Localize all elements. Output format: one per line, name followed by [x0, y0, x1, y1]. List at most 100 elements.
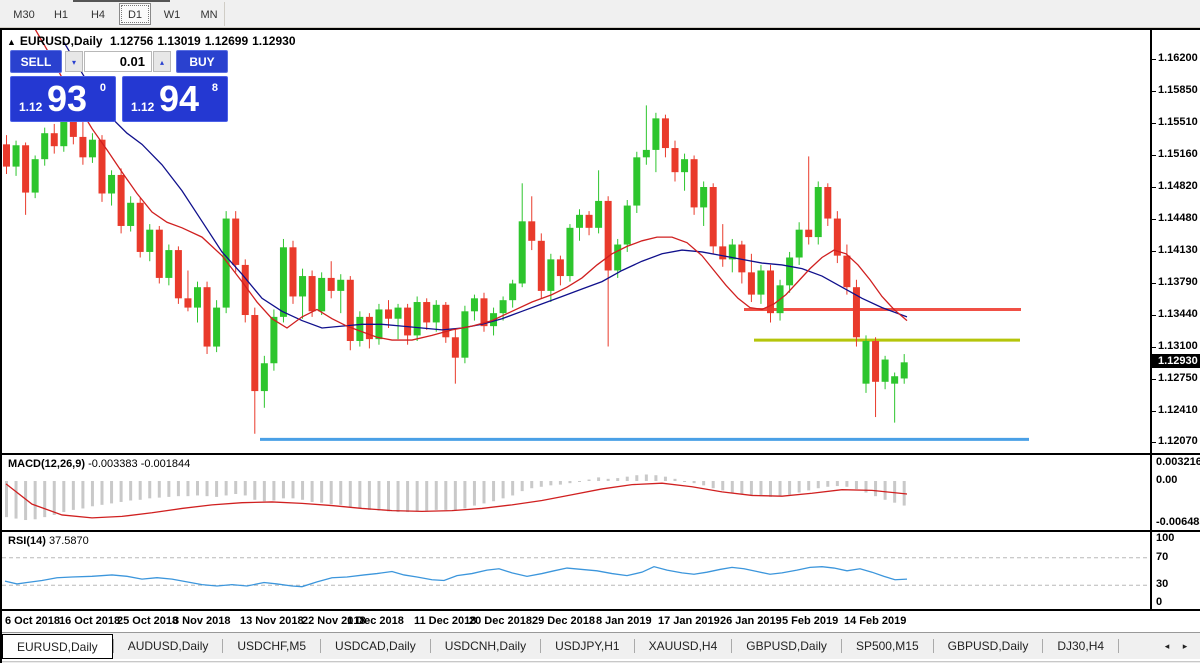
candle-body: [738, 244, 746, 273]
macd-panel[interactable]: MACD(12,26,9) -0.003383 -0.001844: [2, 455, 1150, 530]
period-button-mn[interactable]: MN: [200, 9, 218, 21]
macd-hist-bar: [396, 481, 400, 513]
macd-hist-bar: [520, 481, 524, 492]
rsi-value: 37.5870: [48, 535, 89, 547]
candle-body: [757, 270, 765, 295]
price-axis[interactable]: 1.16200 1.15850 1.15510 1.15160 1.14820 1.144…: [1152, 30, 1200, 453]
period-button-m30[interactable]: M30: [13, 9, 35, 21]
price-axis-label: 1.13790: [1152, 275, 1198, 288]
macd-hist-bar: [730, 481, 734, 493]
price-axis-label: 1.13100: [1152, 339, 1198, 352]
chart-close-value: 1.12930: [252, 34, 296, 48]
candle-body: [728, 244, 736, 260]
chart-tab-gbpusd-daily[interactable]: GBPUSD,Daily: [746, 639, 827, 653]
macd-hist-bar: [5, 481, 8, 518]
candle-body: [12, 145, 20, 167]
volume-decrease-button[interactable]: ▾: [65, 51, 83, 72]
macd-hist-bar: [81, 481, 85, 509]
tab-separator: [932, 639, 934, 653]
macd-values: -0.003383 -0.001844: [88, 458, 191, 470]
chart-tab-xauusd-h4[interactable]: XAUUSD,H4: [648, 639, 718, 653]
ma-fast-line: [34, 30, 908, 341]
macd-hist-bar: [320, 481, 324, 503]
period-button-h1[interactable]: H1: [53, 9, 69, 21]
macd-hist-bar: [157, 481, 161, 498]
macd-hist-bar: [358, 481, 362, 509]
candle-body: [88, 139, 96, 158]
chart-tab-sp500-m15[interactable]: SP500,M15: [855, 639, 919, 653]
macd-hist-bar: [291, 481, 295, 499]
macd-hist-bar: [472, 481, 476, 506]
tab-separator: [222, 639, 224, 653]
tab-separator: [840, 639, 842, 653]
candle-body: [232, 218, 240, 265]
date-axis-label: 6 Oct 2018: [5, 615, 61, 627]
candle-body: [289, 247, 297, 297]
chart-tab-usdcnh-daily[interactable]: USDCNH,Daily: [444, 639, 527, 653]
tabs-scroll-left-icon[interactable]: ◂: [1164, 641, 1170, 651]
candle-body: [337, 279, 345, 291]
candle-body: [117, 174, 125, 226]
macd-hist-bar: [673, 478, 677, 481]
candle-body: [174, 250, 182, 299]
chart-tab-dj30-h4[interactable]: DJ30,H4: [1057, 639, 1105, 653]
chart-tab-usdcad-daily[interactable]: USDCAD,Daily: [335, 639, 416, 653]
sell-button[interactable]: SELL: [10, 50, 62, 73]
macd-hist-bar: [148, 481, 152, 499]
chart-open-value: 1.12756: [109, 34, 154, 48]
chart-tab-gbpusd-daily[interactable]: GBPUSD,Daily: [947, 639, 1029, 653]
candle-body: [3, 144, 10, 167]
ask-price-button[interactable]: 1.12 94 8: [122, 76, 228, 122]
macd-hist-bar: [826, 481, 830, 487]
panel-separator[interactable]: [2, 530, 1200, 532]
chart-tab-usdchf-m5[interactable]: USDCHF,M5: [237, 639, 307, 653]
tab-separator: [429, 639, 431, 653]
chart-tab-usdjpy-h1[interactable]: USDJPY,H1: [555, 639, 620, 653]
date-axis-label: 25 Oct 2018: [117, 615, 179, 627]
panel-separator[interactable]: [2, 453, 1200, 455]
price-chart-panel[interactable]: ▲ EURUSD,Daily 1.12756 1.13019 1.12699 1.129…: [2, 30, 1150, 453]
tabs-scroll-right-icon[interactable]: ▸: [1182, 641, 1188, 651]
tab-separator: [1118, 639, 1120, 653]
candle-body: [671, 148, 679, 173]
price-axis-label: 1.14820: [1152, 180, 1198, 192]
date-axis-label: 22 Nov 2018: [302, 615, 366, 627]
candle-body: [700, 187, 708, 208]
period-button-h4[interactable]: H4: [90, 9, 106, 21]
macd-chart: [5, 474, 908, 521]
macd-hist-bar: [749, 481, 753, 496]
macd-hist-bar: [167, 481, 171, 497]
macd-hist-bar: [186, 481, 190, 497]
bid-price-button[interactable]: 1.12 93 0: [10, 76, 116, 122]
rsi-axis-label: 100: [1156, 532, 1175, 544]
candle-body: [60, 104, 68, 147]
buy-button[interactable]: BUY: [176, 50, 228, 73]
candle-body: [203, 287, 211, 347]
candle-body: [251, 315, 259, 392]
macd-hist-bar: [835, 481, 839, 487]
volume-increase-button[interactable]: ▴: [153, 51, 171, 72]
volume-input[interactable]: [84, 51, 152, 72]
candle-body: [270, 316, 278, 364]
date-axis-label: 16 Oct 2018: [59, 615, 121, 627]
macd-hist-bar: [234, 481, 238, 495]
candle-body: [843, 255, 851, 288]
tab-separator: [112, 639, 114, 653]
candle-body: [556, 259, 564, 277]
candle-body: [576, 214, 583, 228]
candle-body: [79, 136, 87, 158]
date-axis[interactable]: 6 Oct 2018 16 Oct 2018 25 Oct 2018 3 Nov 20…: [2, 611, 1200, 632]
chart-tab-eurusd-daily[interactable]: EURUSD,Daily: [2, 634, 113, 659]
date-axis-label: 14 Feb 2019: [844, 615, 907, 627]
trade-controls-row: SELL ▾ ▴ BUY: [10, 50, 228, 74]
rsi-panel[interactable]: RSI(14) 37.5870: [2, 532, 1150, 609]
date-axis-label: 20 Dec 2018: [469, 615, 532, 627]
macd-indicator-name: MACD(12,26,9): [8, 458, 86, 470]
chart-tab-audusd-daily[interactable]: AUDUSD,Daily: [127, 639, 209, 653]
price-axis-label: 1.16200: [1152, 52, 1198, 64]
period-button-w1[interactable]: W1: [163, 9, 181, 21]
macd-hist-bar: [434, 481, 438, 510]
candle-body: [461, 311, 469, 358]
macd-hist-bar: [14, 481, 18, 519]
period-button-d1[interactable]: D1: [119, 3, 151, 25]
